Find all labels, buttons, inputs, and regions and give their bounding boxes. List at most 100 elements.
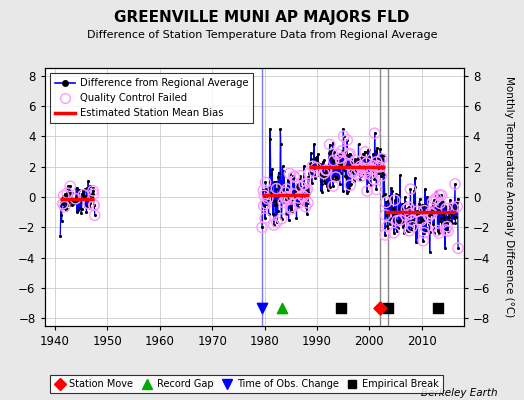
- Point: [355, 166, 363, 173]
- Point: [384, 304, 392, 311]
- Point: [430, 230, 438, 236]
- Point: [408, 216, 417, 223]
- Point: [280, 191, 289, 197]
- Point: [350, 168, 358, 174]
- Point: [305, 170, 313, 176]
- Point: [417, 218, 425, 224]
- Point: [261, 215, 269, 221]
- Point: [452, 214, 461, 220]
- Point: [363, 188, 372, 194]
- Point: [335, 156, 343, 163]
- Point: [81, 186, 89, 192]
- Point: [259, 187, 267, 194]
- Point: [342, 150, 350, 156]
- Point: [312, 164, 320, 171]
- Point: [284, 197, 292, 204]
- Point: [271, 178, 280, 185]
- Point: [261, 179, 270, 186]
- Point: [412, 238, 420, 245]
- Point: [270, 179, 278, 185]
- Point: [277, 141, 285, 147]
- Point: [425, 249, 434, 255]
- Point: [326, 154, 335, 160]
- Point: [352, 171, 360, 177]
- Point: [379, 169, 387, 175]
- Point: [397, 219, 405, 225]
- Point: [296, 172, 304, 179]
- Point: [428, 211, 436, 217]
- Point: [56, 233, 64, 240]
- Point: [355, 166, 364, 173]
- Point: [443, 223, 451, 230]
- Point: [345, 185, 354, 192]
- Point: [353, 163, 361, 169]
- Point: [433, 304, 442, 311]
- Point: [350, 168, 358, 174]
- Point: [435, 192, 443, 198]
- Point: [405, 228, 413, 234]
- Point: [278, 163, 287, 170]
- Point: [330, 157, 338, 164]
- Point: [88, 191, 96, 198]
- Point: [362, 160, 370, 166]
- Point: [358, 165, 367, 172]
- Point: [427, 210, 435, 216]
- Point: [81, 203, 89, 210]
- Point: [453, 203, 461, 210]
- Point: [305, 170, 313, 176]
- Point: [278, 304, 286, 311]
- Point: [385, 203, 393, 209]
- Point: [310, 168, 319, 175]
- Point: [290, 174, 298, 180]
- Point: [259, 187, 267, 194]
- Point: [64, 196, 72, 203]
- Point: [433, 228, 442, 234]
- Point: [411, 212, 420, 218]
- Point: [436, 214, 445, 221]
- Point: [84, 178, 92, 184]
- Point: [405, 228, 413, 234]
- Point: [264, 196, 272, 202]
- Point: [392, 225, 401, 232]
- Point: [361, 149, 369, 155]
- Point: [375, 170, 383, 176]
- Point: [386, 221, 394, 228]
- Point: [85, 183, 94, 190]
- Point: [70, 199, 79, 206]
- Point: [453, 203, 461, 210]
- Point: [387, 209, 396, 215]
- Point: [346, 182, 354, 188]
- Point: [267, 190, 275, 197]
- Point: [72, 194, 80, 200]
- Point: [421, 224, 430, 231]
- Point: [280, 189, 288, 196]
- Point: [269, 198, 278, 204]
- Point: [426, 228, 434, 235]
- Point: [389, 205, 397, 211]
- Point: [316, 187, 325, 194]
- Point: [347, 153, 356, 160]
- Point: [344, 151, 353, 158]
- Point: [281, 189, 289, 196]
- Point: [402, 206, 411, 212]
- Point: [416, 196, 424, 202]
- Point: [300, 181, 309, 188]
- Point: [438, 220, 446, 226]
- Point: [395, 220, 403, 226]
- Point: [285, 194, 293, 200]
- Point: [67, 196, 75, 202]
- Point: [83, 185, 91, 192]
- Point: [261, 184, 270, 191]
- Point: [391, 211, 399, 217]
- Y-axis label: Monthly Temperature Anomaly Difference (°C): Monthly Temperature Anomaly Difference (…: [504, 76, 514, 318]
- Point: [361, 168, 369, 174]
- Point: [308, 179, 316, 186]
- Point: [372, 147, 380, 154]
- Point: [354, 141, 363, 147]
- Point: [290, 173, 299, 179]
- Point: [362, 160, 370, 166]
- Point: [406, 210, 414, 217]
- Point: [311, 162, 320, 168]
- Point: [281, 194, 290, 200]
- Point: [334, 176, 342, 182]
